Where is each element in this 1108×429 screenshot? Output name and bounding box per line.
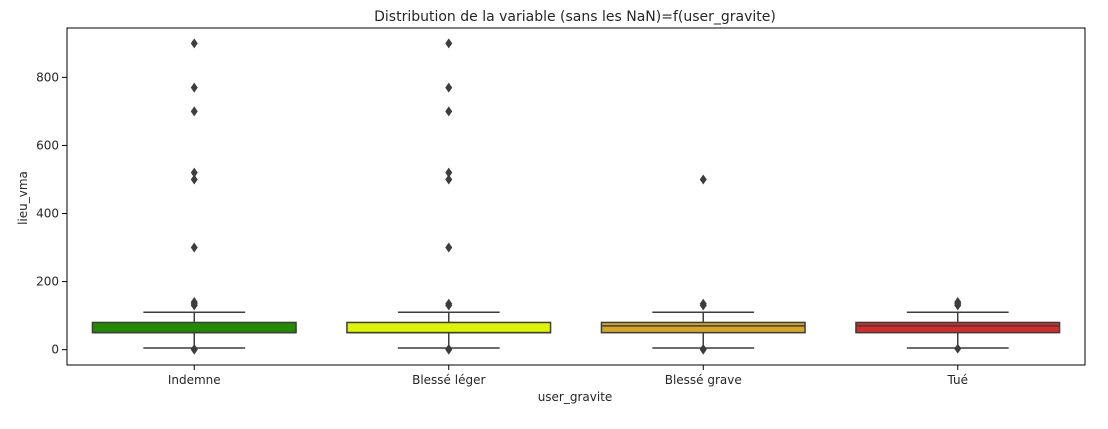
box [346, 321, 552, 334]
y-tick-label: 800 [36, 70, 59, 84]
outlier-point [190, 167, 198, 178]
box-group [855, 297, 1061, 354]
box-group [346, 38, 552, 355]
plot-area: 0 200 400 600 800 Indemne Blessé léger Blessé g… [36, 27, 1086, 387]
plot-frame [66, 27, 1086, 366]
outlier-point [190, 174, 198, 185]
box [855, 321, 1061, 334]
box-group [91, 38, 297, 355]
y-tick-label: 600 [36, 138, 59, 152]
x-tick-label: Indemne [168, 373, 221, 387]
outlier-point [190, 344, 198, 355]
y-axis-label: lieu_vma [16, 171, 30, 225]
x-tick-label: Blessé léger [412, 373, 485, 387]
outlier-point [445, 106, 453, 117]
outlier-point [190, 297, 198, 308]
outlier-point [190, 106, 198, 117]
outlier-point [699, 298, 707, 309]
outlier-point [445, 82, 453, 93]
outlier-point [954, 343, 962, 354]
outlier-point [445, 167, 453, 178]
outlier-point [445, 298, 453, 309]
outlier-point [445, 174, 453, 185]
outlier-point [445, 38, 453, 49]
x-tick-label: Blessé grave [665, 373, 742, 387]
outlier-point [699, 174, 707, 185]
chart-title: Distribution de la variable (sans les Na… [374, 9, 776, 25]
y-tick-label: 0 [51, 343, 59, 357]
outlier-point [445, 344, 453, 355]
y-tick-label: 400 [36, 207, 59, 221]
outlier-point [954, 297, 962, 308]
outlier-point [445, 242, 453, 253]
box-group [600, 174, 806, 355]
box [600, 321, 806, 334]
outlier-point [190, 82, 198, 93]
box [91, 321, 297, 334]
x-tick-label: Tué [947, 373, 969, 387]
x-axis-label: user_gravite [538, 390, 613, 404]
outlier-point [190, 242, 198, 253]
outlier-point [699, 344, 707, 355]
y-tick-label: 200 [36, 275, 59, 289]
outlier-point [190, 38, 198, 49]
